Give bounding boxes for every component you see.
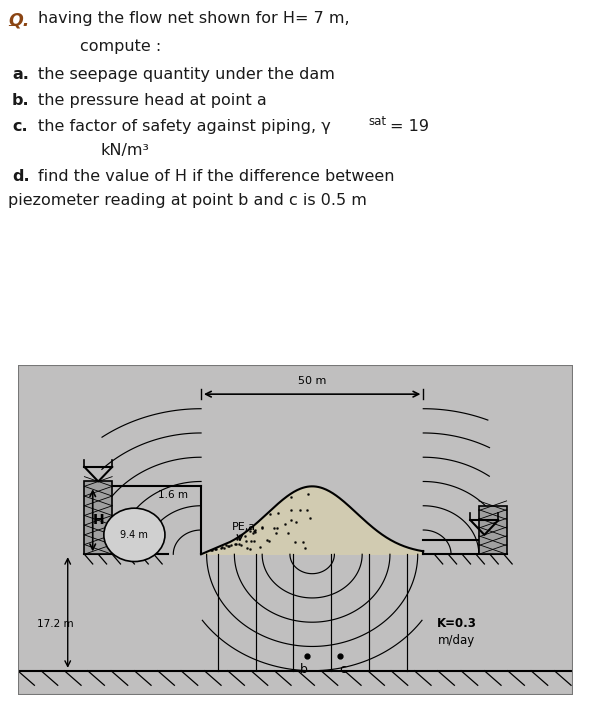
Text: 50 m: 50 m (298, 376, 326, 386)
Polygon shape (201, 486, 423, 555)
Text: the seepage quantity under the dam: the seepage quantity under the dam (38, 67, 335, 82)
Text: having the flow net shown for H= 7 m,: having the flow net shown for H= 7 m, (38, 11, 350, 26)
Text: _: _ (8, 13, 15, 26)
Text: d.: d. (12, 169, 30, 184)
Text: kN/m³: kN/m³ (100, 143, 149, 158)
Text: H: H (92, 513, 104, 527)
Text: compute :: compute : (80, 39, 161, 54)
Text: find the value of H if the difference between: find the value of H if the difference be… (38, 169, 395, 184)
Text: m/day: m/day (438, 634, 475, 647)
Text: the factor of safety against piping, γ: the factor of safety against piping, γ (38, 119, 331, 134)
Text: K=0.3: K=0.3 (437, 617, 476, 630)
Circle shape (104, 508, 165, 562)
Text: b.: b. (12, 93, 30, 108)
Text: PE,a: PE,a (232, 522, 256, 532)
Text: sat: sat (368, 115, 386, 128)
Text: 17.2 m: 17.2 m (37, 619, 74, 629)
Text: a.: a. (12, 67, 29, 82)
Bar (479, 505, 506, 555)
Text: c: c (339, 663, 346, 677)
Text: piezometer reading at point b and c is 0.5 m: piezometer reading at point b and c is 0… (8, 193, 367, 208)
Text: b: b (300, 663, 308, 677)
Text: 1.6 m: 1.6 m (158, 491, 189, 501)
Bar (85, 482, 112, 555)
Text: Q.: Q. (8, 11, 30, 29)
Text: 9.4 m: 9.4 m (121, 530, 148, 540)
Text: = 19: = 19 (390, 119, 429, 134)
Text: c.: c. (12, 119, 28, 134)
Text: the pressure head at point a: the pressure head at point a (38, 93, 267, 108)
